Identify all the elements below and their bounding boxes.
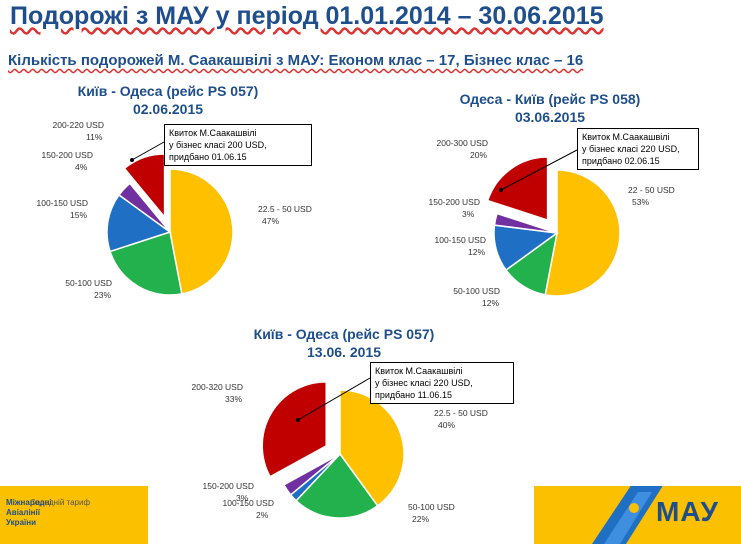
- footer-note: Середній тариф: [30, 498, 91, 507]
- chart1-slice-5-pct: 11%: [86, 132, 103, 142]
- chart1-slice-2-pct: 23%: [94, 290, 111, 300]
- chart1-title-date: 02.06.2015: [132, 101, 204, 117]
- chart2-title-route: Одеса - Київ (рейс PS 058): [459, 91, 641, 107]
- chart3-slice-4: [282, 453, 341, 496]
- chart1-slice-4-label: 150-200 USD: [41, 150, 93, 160]
- chart3-slice-3-pct: 2%: [256, 510, 269, 520]
- chart1-slice-4: [117, 182, 171, 233]
- chart3-slice-3-label: 100-150 USD: [222, 498, 274, 508]
- chart2-callout-dot: [499, 188, 503, 192]
- chart2-callout-leader: [500, 149, 578, 191]
- chart1-callout: Квиток М.Саакашвілі у бізнес класі 200 U…: [164, 124, 312, 166]
- chart2-slice-4-pct: 3%: [462, 209, 475, 219]
- chart3-slice-1-label: 22.5 - 50 USD: [434, 408, 488, 418]
- chart3-slice-5-pct: 33%: [225, 394, 242, 404]
- chart1-slice-3-pct: 15%: [70, 210, 87, 220]
- chart1-slice-4-pct: 4%: [75, 162, 88, 172]
- footer-logo-band: МАУ: [534, 486, 741, 544]
- chart2-slice-1-pct: 53%: [632, 197, 649, 207]
- airline-name: Міжнародні Авіалінії України: [6, 498, 52, 527]
- chart3-slice-5-label: 200-320 USD: [191, 382, 243, 392]
- chart2-slice-3-label: 100-150 USD: [434, 235, 486, 245]
- chart2-slice-4-label: 150-200 USD: [428, 197, 480, 207]
- tail-logo-icon: [592, 486, 663, 544]
- chart3-title-date: 13.06. 2015: [307, 344, 381, 360]
- chart3-callout-leader: [297, 377, 371, 421]
- chart3-slice-1: [339, 389, 405, 507]
- chart3-slice-4-pct: 3%: [236, 493, 249, 503]
- page-title: Подорожі з МАУ у період 01.01.2014 – 30.…: [10, 2, 604, 30]
- chart3-slice-4-label: 150-200 USD: [202, 481, 254, 491]
- chart2-title: Одеса - Київ (рейс PS 058) 03.06.2015: [420, 90, 680, 126]
- chart1-title-route: Київ - Одеса (рейс PS 057): [77, 83, 259, 99]
- chart3-slice-2-pct: 22%: [412, 514, 429, 524]
- chart3-title: Київ - Одеса (рейс PS 057) 13.06. 2015: [214, 325, 474, 361]
- page-subtitle: Кількість подорожей М. Саакашвілі з МАУ:…: [8, 52, 584, 69]
- chart2-slice-1: [544, 169, 621, 297]
- chart3-callout-dot: [296, 418, 300, 422]
- chart1-slice-2-label: 50-100 USD: [65, 278, 112, 288]
- chart2-slice-5-label: 200-300 USD: [436, 138, 488, 148]
- chart2-title-date: 03.06.2015: [514, 109, 586, 125]
- chart3-slice-5: [261, 381, 327, 478]
- chart1-title: Київ - Одеса (рейс PS 057) 02.06.2015: [38, 82, 298, 118]
- chart3-title-route: Київ - Одеса (рейс PS 057): [253, 326, 435, 342]
- chart1-slice-3-label: 100-150 USD: [36, 198, 88, 208]
- chart2-slice-4: [493, 212, 558, 234]
- chart2-slice-2-pct: 12%: [482, 298, 499, 308]
- chart2-slice-5-pct: 20%: [470, 150, 487, 160]
- chart1-slice-3: [106, 193, 172, 253]
- chart1-slice-2: [109, 231, 183, 296]
- chart1-callout-dot: [130, 158, 134, 162]
- chart2-slice-1-label: 22 - 50 USD: [628, 185, 675, 195]
- footer-left-band: Міжнародні Авіалінії України Середній та…: [0, 486, 148, 544]
- chart3-slice-2-label: 50-100 USD: [408, 502, 455, 512]
- chart3-slice-1-pct: 40%: [438, 420, 455, 430]
- chart2-slice-2-label: 50-100 USD: [453, 286, 500, 296]
- brand-logo: МАУ: [656, 496, 719, 527]
- chart2-slice-5: [486, 156, 549, 222]
- chart2-callout: Квиток М.Саакашвілі у бізнес класі 220 U…: [577, 128, 699, 170]
- chart1-callout-leader: [131, 141, 165, 161]
- chart3-callout: Квиток М.Саакашвілі у бізнес класі 220 U…: [370, 362, 514, 404]
- chart1-slice-5-label: 200-220 USD: [52, 120, 104, 130]
- chart2-slice-3-pct: 12%: [468, 247, 485, 257]
- chart3-slice-2: [295, 452, 379, 519]
- chart1-slice-1-pct: 47%: [262, 216, 279, 226]
- chart1-slice-1: [169, 168, 234, 295]
- chart1-slice-1-label: 22.5 - 50 USD: [258, 204, 312, 214]
